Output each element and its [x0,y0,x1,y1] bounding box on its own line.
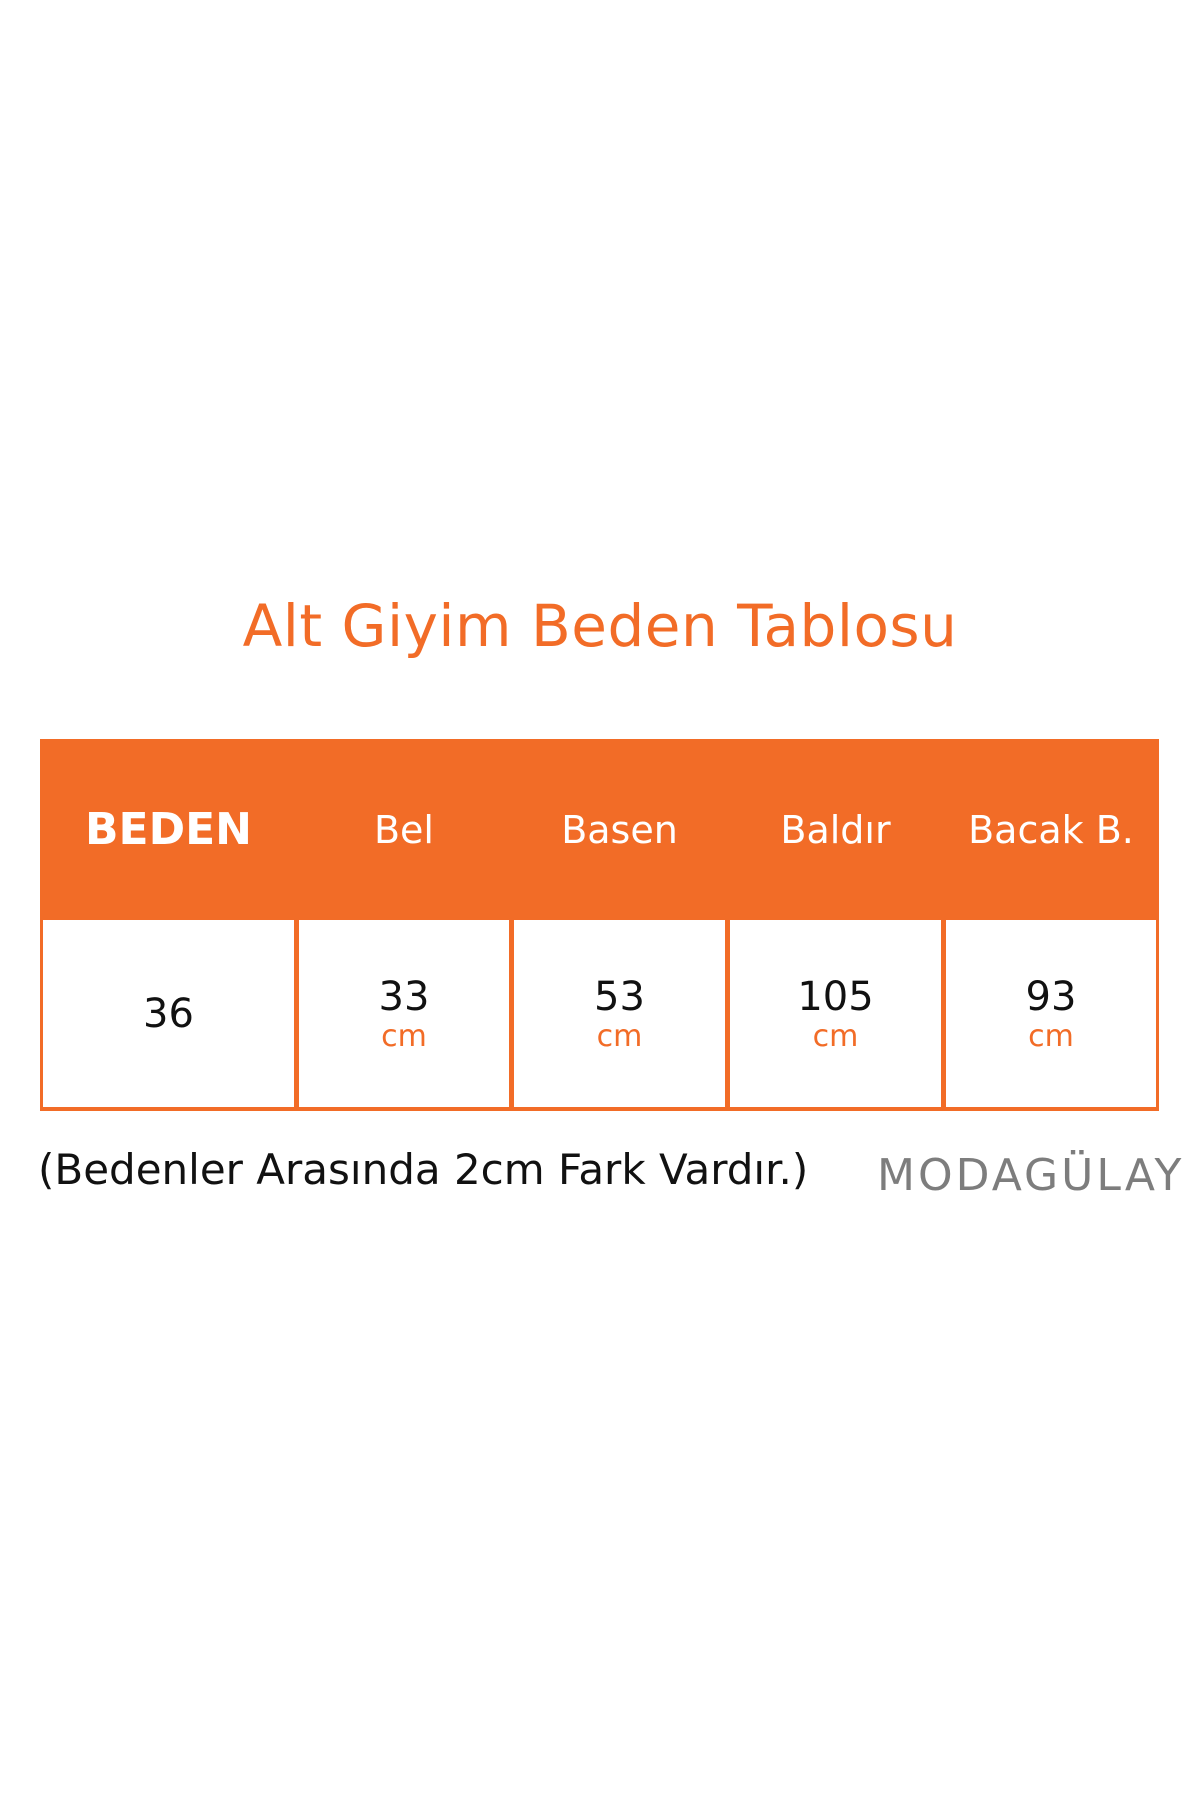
cell-beden: 36 [43,920,294,1107]
cell-basen: 53 cm [514,920,725,1107]
size-note: (Bedenler Arasında 2cm Fark Vardır.) [38,1145,809,1194]
header-beden: BEDEN [85,804,252,855]
size-table: BEDEN Bel Basen Baldır Bacak B. 36 33 cm… [40,739,1159,1111]
cell-bacak: 93 cm [946,920,1156,1107]
header-baldir: Baldır [780,807,891,852]
cell-value: 33 [378,974,430,1020]
page-title: Alt Giyim Beden Tablosu [242,592,958,660]
cell-unit: cm [812,1019,859,1054]
cell-unit: cm [381,1019,427,1054]
cell-baldir: 105 cm [730,920,941,1107]
cell-unit: cm [1028,1019,1074,1054]
header-bel: Bel [373,807,434,852]
brand-logo: MODAGÜLAY [877,1150,1185,1201]
cell-value: 53 [594,974,645,1020]
cell-bel: 33 cm [299,920,509,1107]
cell-unit: cm [596,1019,643,1054]
cell-value: 36 [143,990,194,1037]
cell-value: 93 [1025,974,1077,1020]
cell-value: 105 [797,974,874,1020]
header-basen: Basen [561,807,678,852]
header-bacak: Bacak B. [968,807,1134,852]
